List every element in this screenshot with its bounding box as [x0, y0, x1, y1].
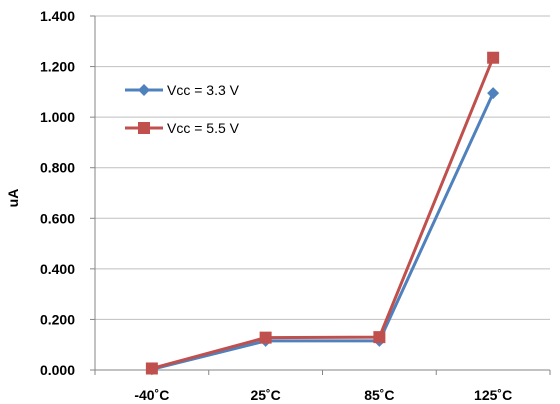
series-group	[145, 51, 500, 376]
x-tick-label: -40˚C	[134, 387, 169, 403]
diamond-marker	[487, 87, 500, 100]
y-tick-label: 1.000	[40, 109, 75, 125]
axes	[90, 15, 551, 375]
y-tick-label: 0.200	[40, 311, 75, 327]
y-tick-label: 1.200	[40, 59, 75, 75]
diamond-marker	[138, 84, 150, 96]
y-tick-labels: 0.000 0.200 0.400 0.600 0.800 1.000 1.200 1.400	[40, 8, 75, 378]
y-axis-title: uA	[5, 189, 21, 208]
x-tick-label: 25˚C	[250, 387, 280, 403]
legend: Vcc = 3.3 V Vcc = 5.5 V	[125, 82, 240, 136]
square-marker	[259, 331, 272, 344]
square-marker	[145, 362, 158, 375]
y-tick-label: 0.800	[40, 160, 75, 176]
y-tick-label: 0.400	[40, 261, 75, 277]
x-tick-labels: -40˚C 25˚C 85˚C 125˚C	[134, 387, 512, 403]
square-marker	[487, 51, 500, 64]
y-tick-label: 1.400	[40, 8, 75, 24]
series-line	[151, 57, 495, 370]
square-marker	[138, 122, 150, 134]
y-tick-label: 0.600	[40, 210, 75, 226]
square-marker	[373, 331, 386, 344]
legend-label: Vcc = 5.5 V	[167, 120, 240, 136]
legend-label: Vcc = 3.3 V	[167, 82, 240, 98]
x-tick-label: 85˚C	[364, 387, 394, 403]
x-tick-label: 125˚C	[474, 387, 512, 403]
gridlines	[95, 15, 550, 320]
series-vcc-5-5v	[145, 51, 500, 375]
y-tick-label: 0.000	[40, 362, 75, 378]
series-line	[151, 92, 495, 371]
